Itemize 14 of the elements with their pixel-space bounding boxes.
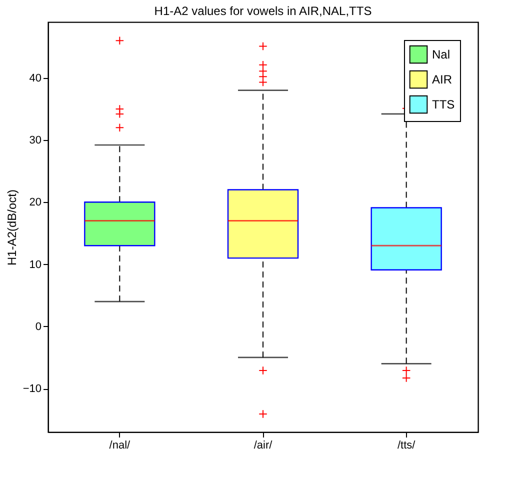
x-tick-label: /tts/ bbox=[397, 440, 416, 452]
y-tick-label: 10 bbox=[29, 258, 42, 271]
y-tick-label: −10 bbox=[22, 383, 42, 396]
legend-label: TTS bbox=[432, 98, 455, 112]
y-tick-label: 40 bbox=[29, 72, 42, 84]
y-tick-label: 30 bbox=[29, 134, 42, 147]
y-axis-title: H1-A2(dB/oct) bbox=[4, 189, 19, 266]
chart-title: H1-A2 values for vowels in AIR,NAL,TTS bbox=[154, 4, 372, 18]
x-tick-label: /nal/ bbox=[109, 440, 132, 452]
y-tick-label: 0 bbox=[35, 320, 42, 333]
x-tick-label: /air/ bbox=[254, 440, 274, 452]
y-tick-label: 20 bbox=[29, 196, 42, 209]
legend-label: AIR bbox=[432, 72, 452, 86]
legend-label: Nal bbox=[432, 48, 450, 62]
